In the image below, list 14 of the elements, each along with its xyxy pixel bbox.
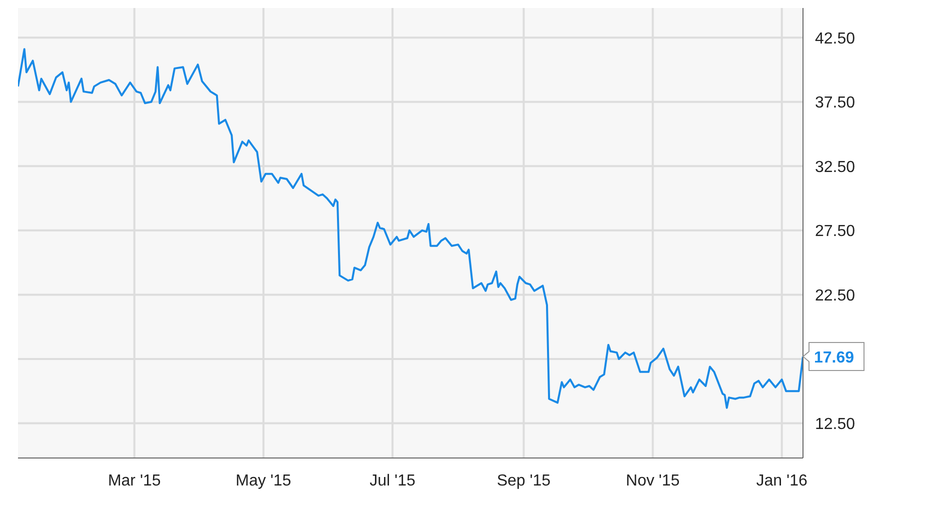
y-tick-label: 12.50 [815, 416, 856, 433]
line-series [18, 48, 803, 409]
y-tick-label: 27.50 [815, 223, 856, 240]
y-tick-label: 32.50 [815, 158, 856, 176]
x-tick-label: May '15 [236, 472, 292, 490]
y-tick-label: 22.50 [815, 287, 856, 304]
x-tick-label: Jan '16 [756, 472, 808, 490]
y-tick-label: 42.50 [815, 30, 856, 48]
y-tick-label: 37.50 [815, 94, 856, 112]
x-tick-label: Jul '15 [370, 472, 416, 490]
x-tick-label: Sep '15 [496, 472, 551, 490]
x-tick-label: Mar '15 [108, 472, 161, 490]
x-tick-label: Nov '15 [626, 472, 680, 490]
annotation: 17.69 [814, 350, 854, 367]
